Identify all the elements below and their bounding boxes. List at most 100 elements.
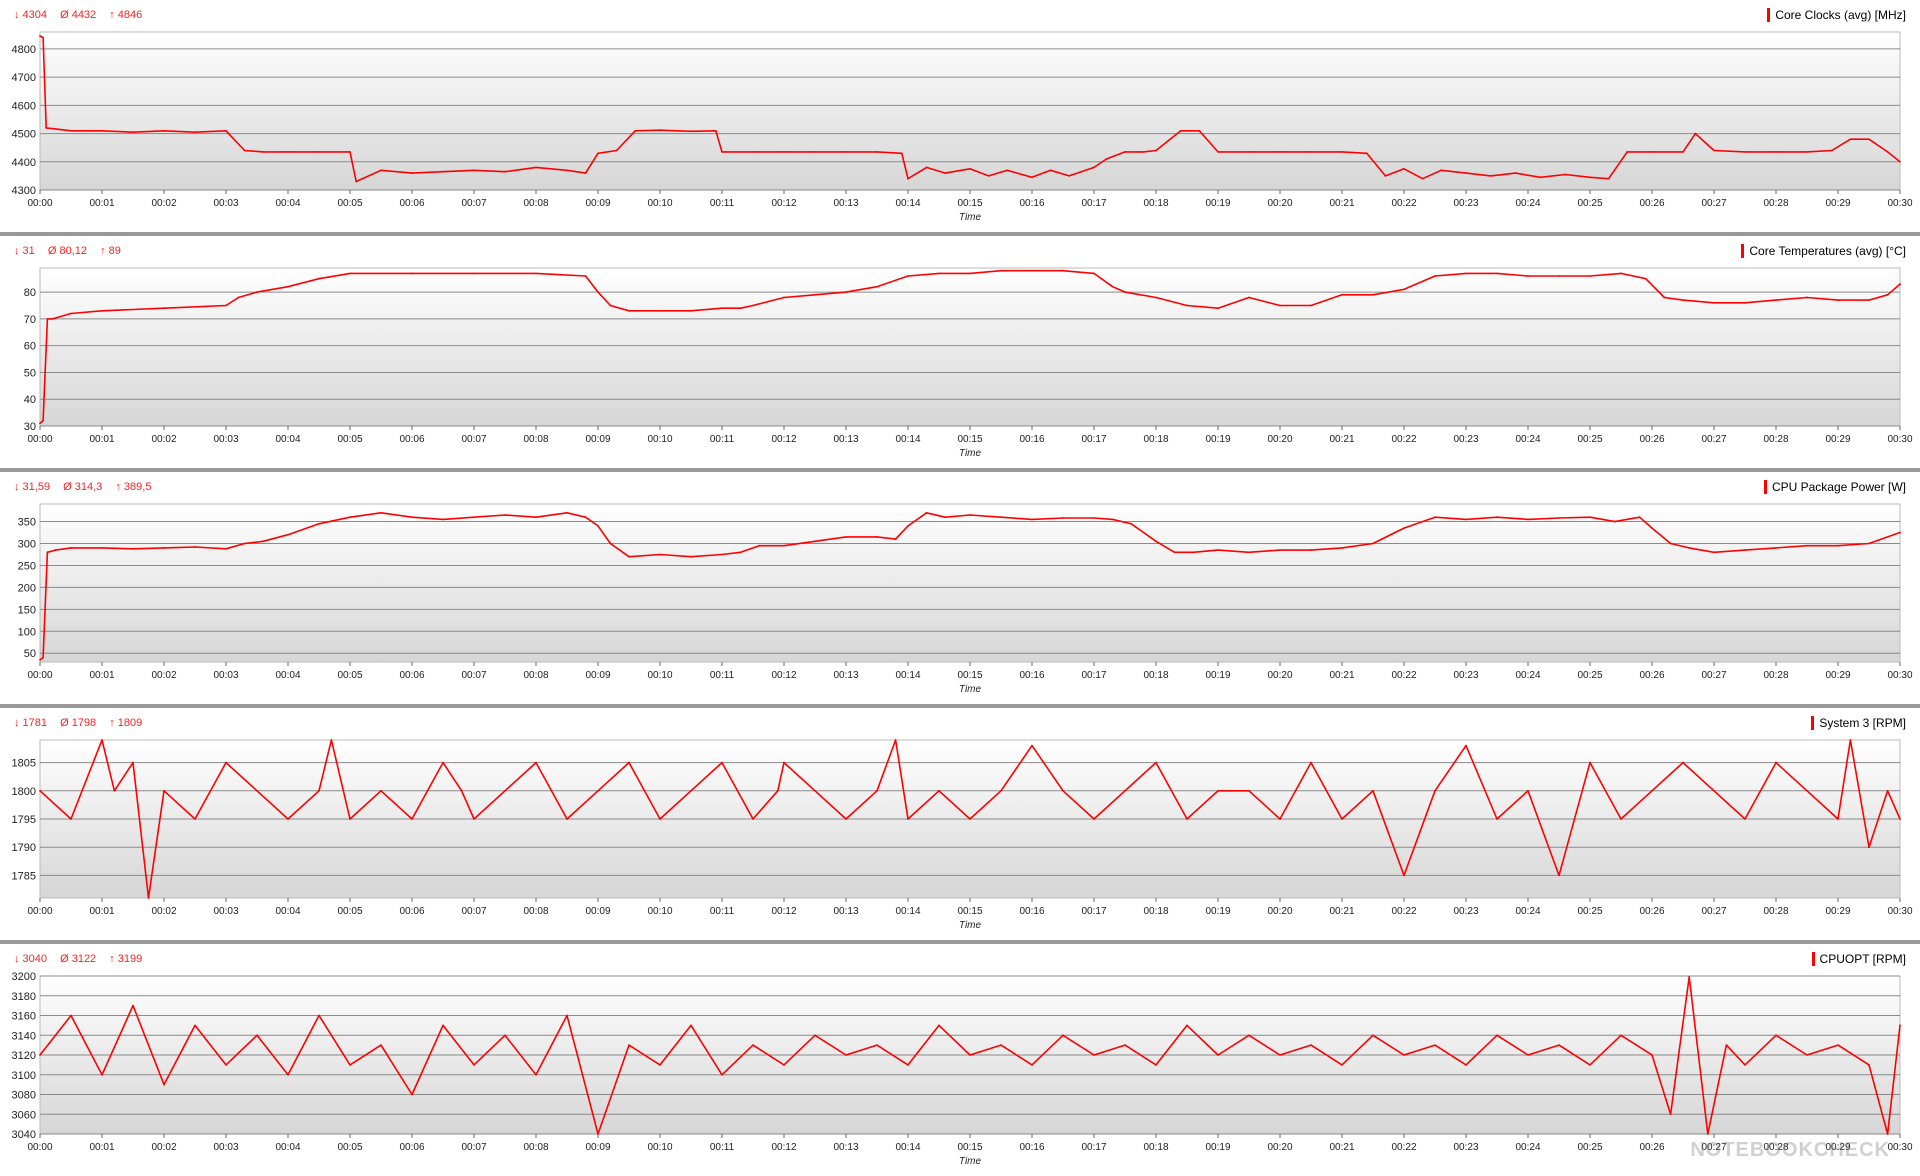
data-point xyxy=(1217,549,1219,551)
data-point xyxy=(690,789,692,792)
y-tick-label: 100 xyxy=(18,626,36,638)
stats-line: ↓ 1781 Ø 1798 ↑ 1809 xyxy=(14,717,152,729)
data-point xyxy=(1830,149,1833,152)
data-point xyxy=(1111,285,1114,288)
data-point xyxy=(1186,818,1188,820)
x-tick-label: 00:14 xyxy=(895,434,920,445)
data-point xyxy=(1899,283,1901,285)
data-point xyxy=(1620,1034,1622,1037)
data-point xyxy=(659,1063,661,1066)
y-tick-label: 40 xyxy=(24,394,36,406)
data-point xyxy=(101,129,103,132)
data-point xyxy=(1049,169,1052,172)
data-point xyxy=(504,789,506,792)
chart-svg: 3040 3060 3080 3100 3120 3140 3160 3180 3200 00:0… xyxy=(12,971,1913,1167)
data-point xyxy=(969,514,971,516)
y-tick-label: 250 xyxy=(18,560,36,572)
data-point xyxy=(1105,158,1108,160)
data-point xyxy=(814,789,816,792)
data-point xyxy=(1155,540,1157,543)
data-point xyxy=(113,789,116,792)
x-tick-label: 00:00 xyxy=(27,670,52,681)
data-point xyxy=(1124,291,1126,294)
x-tick-label: 00:24 xyxy=(1515,198,1540,209)
x-tick-label: 00:21 xyxy=(1329,670,1354,681)
x-tick-label: 00:04 xyxy=(275,198,300,209)
data-point xyxy=(163,546,165,549)
x-tick-label: 00:16 xyxy=(1019,434,1044,445)
data-point xyxy=(1558,874,1560,877)
y-tick-label: 60 xyxy=(24,341,36,353)
data-point xyxy=(1434,789,1436,792)
x-tick-label: 00:18 xyxy=(1143,198,1168,209)
data-point xyxy=(1744,301,1746,304)
data-point xyxy=(1434,1044,1436,1047)
data-point xyxy=(1620,272,1622,275)
data-point xyxy=(1775,1034,1777,1037)
data-point xyxy=(1514,172,1517,174)
data-point xyxy=(1651,527,1653,530)
data-point xyxy=(1031,1063,1033,1066)
data-point xyxy=(473,516,475,519)
data-point xyxy=(783,544,785,547)
x-tick-label: 00:23 xyxy=(1453,198,1478,209)
x-tick-label: 00:07 xyxy=(461,198,486,209)
x-tick-label: 00:21 xyxy=(1329,1142,1354,1153)
data-point xyxy=(752,1044,754,1047)
data-point xyxy=(944,172,947,174)
data-point xyxy=(1372,1034,1374,1037)
data-point xyxy=(721,307,723,310)
data-point xyxy=(1279,151,1281,153)
data-point xyxy=(1142,151,1145,153)
data-point xyxy=(597,789,599,792)
y-tick-label: 3040 xyxy=(12,1129,36,1141)
data-point xyxy=(1669,1113,1672,1116)
data-point xyxy=(318,522,320,525)
data-point xyxy=(721,553,723,556)
data-point xyxy=(609,304,612,307)
data-point xyxy=(1217,307,1219,310)
x-tick-label: 00:30 xyxy=(1887,670,1912,681)
x-tick-label: 00:06 xyxy=(399,906,424,917)
y-tick-label: 1795 xyxy=(12,814,36,826)
data-point xyxy=(349,516,351,519)
data-point xyxy=(1192,551,1195,554)
x-tick-label: 00:11 xyxy=(710,198,735,209)
x-tick-label: 00:08 xyxy=(523,906,548,917)
data-point xyxy=(1589,761,1591,764)
data-point xyxy=(1806,1054,1808,1056)
data-point xyxy=(944,516,947,519)
data-point xyxy=(1607,177,1610,180)
x-tick-label: 00:01 xyxy=(89,198,114,209)
x-tick-label: 00:00 xyxy=(27,1142,52,1153)
x-tick-label: 00:16 xyxy=(1019,670,1044,681)
data-point xyxy=(1155,1063,1157,1066)
stat-avg: Ø 3122 xyxy=(60,953,97,965)
y-tick-label: 150 xyxy=(18,604,36,616)
x-tick-label: 00:12 xyxy=(771,434,796,445)
data-point xyxy=(1217,151,1219,153)
data-point xyxy=(1775,761,1777,764)
data-point xyxy=(70,546,72,549)
data-point xyxy=(1682,151,1684,153)
data-point xyxy=(42,656,44,659)
x-tick-label: 00:15 xyxy=(957,198,982,209)
data-point xyxy=(1130,522,1133,525)
data-point xyxy=(566,169,568,172)
x-tick-label: 00:16 xyxy=(1019,198,1044,209)
x-tick-label: 00:19 xyxy=(1205,670,1230,681)
chart-title: CPU Package Power [W] xyxy=(1763,480,1906,494)
data-point xyxy=(1248,151,1250,153)
data-point xyxy=(101,309,103,312)
chart-panel-cpuopt: ↓ 3040 Ø 3122 ↑ 3199 CPUOPT [RPM] 3040 30… xyxy=(0,944,1920,1176)
data-point xyxy=(473,818,475,820)
data-point xyxy=(659,818,661,820)
x-tick-label: 00:19 xyxy=(1205,1142,1230,1153)
data-point xyxy=(1248,789,1250,792)
data-point xyxy=(721,1073,723,1076)
data-point xyxy=(225,761,227,764)
x-tick-label: 00:18 xyxy=(1143,1142,1168,1153)
data-point xyxy=(1644,277,1647,280)
data-point xyxy=(907,525,909,527)
stats-line: ↓ 3040 Ø 3122 ↑ 3199 xyxy=(14,953,152,965)
